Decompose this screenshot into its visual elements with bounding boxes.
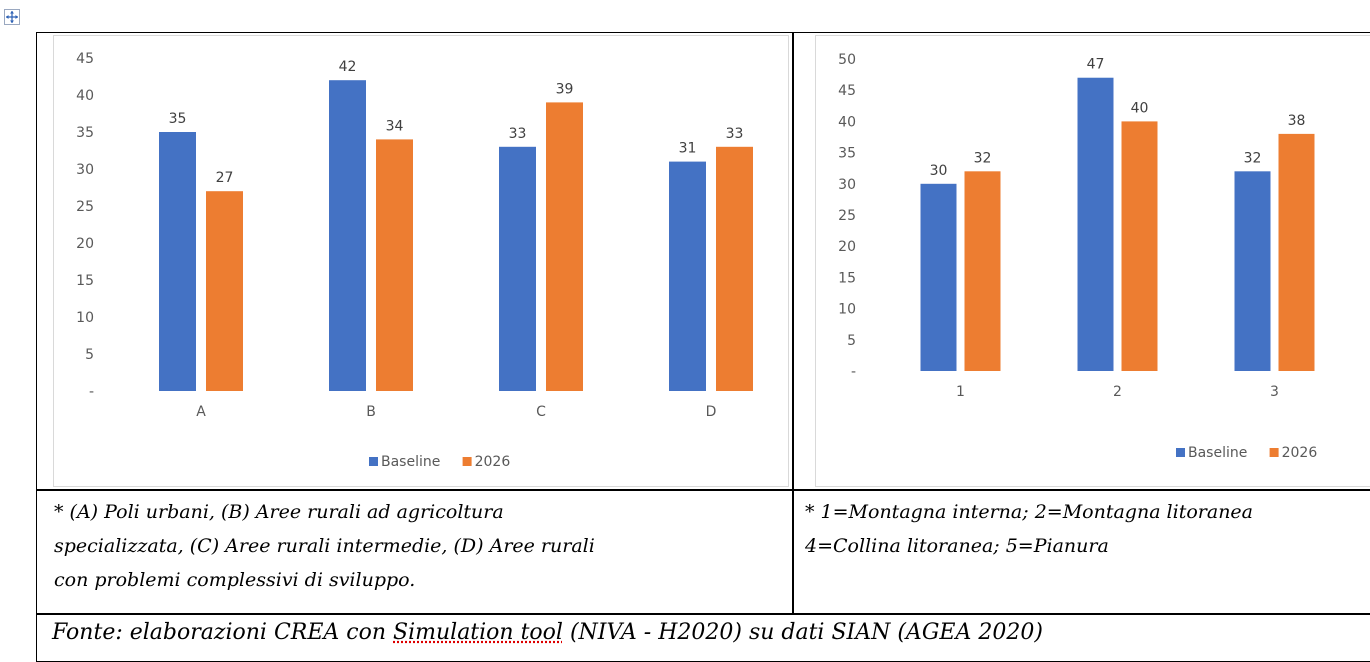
chart-left-bar-2026 — [716, 146, 753, 391]
chart-left-ytick-label: 20 — [76, 236, 94, 252]
chart-right-ytick-label: 10 — [838, 302, 856, 318]
chart-left-bar-baseline — [499, 146, 536, 391]
chart-left-legend-swatch-baseline — [369, 457, 378, 466]
chart-right-svg: - 5 10 15 20 25 30 35 40 45 50 1 30 32 2 47 40 3 32 38 Basel… — [838, 52, 1318, 461]
chart-right-data-label: 38 — [1288, 113, 1306, 129]
chart-right-bar-2026 — [1121, 121, 1158, 372]
chart-left-svg: - 5 10 15 20 25 30 35 40 45 A 35 27 B 42 34 C 33 39 D 31 33 Ba… — [76, 51, 753, 470]
chart-left-category-label: A — [196, 404, 206, 420]
chart-right-bar-2026 — [964, 171, 1001, 371]
table-divider-vertical — [792, 33, 794, 613]
chart-left-bar-baseline — [159, 132, 196, 391]
chart-left-ytick-label: - — [89, 384, 94, 400]
chart-right-legend-label-baseline: Baseline — [1188, 445, 1247, 461]
chart-right-data-label: 47 — [1087, 57, 1105, 73]
chart-left-data-label: 35 — [169, 111, 187, 127]
chart-right-legend-swatch-2026 — [1269, 448, 1279, 457]
chart-right-ytick-label: 15 — [838, 270, 856, 286]
chart-left-bar-2026 — [376, 139, 413, 391]
chart-right-category-label: 2 — [1113, 384, 1122, 400]
chart-right-legend-label-2026: 2026 — [1282, 445, 1318, 461]
chart-left-ytick-label: 25 — [76, 199, 94, 215]
chart-left-bar-baseline — [669, 161, 706, 391]
chart-left-bar-2026 — [546, 102, 583, 392]
chart-right-ytick-label: 30 — [838, 177, 856, 193]
chart-left-ytick-label: 10 — [76, 310, 94, 326]
chart-right-ytick-label: 40 — [838, 114, 856, 130]
chart-left-category-label: D — [706, 404, 717, 420]
chart-left-data-label: 27 — [216, 170, 234, 186]
chart-right-ytick-label: - — [851, 364, 856, 380]
note-right: * 1=Montagna interna; 2=Montagna litoran… — [805, 495, 1253, 563]
chart-left: - 5 10 15 20 25 30 35 40 45 A 35 27 B 42 34 C 33 39 D 31 33 Ba… — [53, 35, 789, 487]
chart-right-category-label: 3 — [1270, 384, 1279, 400]
chart-left-ytick-label: 15 — [76, 273, 94, 289]
chart-right-ytick-label: 35 — [838, 146, 856, 162]
chart-left-bar-2026 — [206, 191, 243, 391]
chart-left-ytick-label: 35 — [76, 125, 94, 141]
chart-right-category-label: 1 — [956, 384, 965, 400]
chart-right-ytick-label: 5 — [847, 333, 856, 349]
chart-left-legend-label-2026: 2026 — [475, 454, 511, 470]
chart-left-ytick-label: 5 — [85, 347, 94, 363]
chart-right-ytick-label: 50 — [838, 52, 856, 68]
note-left-line-3: con problemi complessivi di sviluppo. — [54, 569, 416, 591]
table-divider-notes-source — [37, 613, 1370, 615]
chart-right-bar-baseline — [920, 183, 957, 371]
source-caption: Fonte: elaborazioni CREA con Simulation … — [52, 618, 1043, 648]
chart-right-bar-baseline — [1234, 171, 1271, 371]
chart-left-ytick-label: 45 — [76, 51, 94, 67]
chart-right-bar-baseline — [1077, 77, 1114, 371]
source-underlined: Simulation tool — [393, 620, 563, 645]
table-divider-charts-notes — [37, 489, 1370, 491]
chart-right-ytick-label: 45 — [838, 83, 856, 99]
chart-left-legend-label-baseline: Baseline — [381, 454, 440, 470]
chart-right: - 5 10 15 20 25 30 35 40 45 50 1 30 32 2 47 40 3 32 38 Basel… — [815, 35, 1370, 487]
chart-left-data-label: 34 — [386, 118, 404, 134]
chart-right-ytick-label: 20 — [838, 239, 856, 255]
chart-right-data-label: 32 — [974, 150, 992, 166]
note-left: * (A) Poli urbani, (B) Aree rurali ad ag… — [54, 495, 595, 597]
chart-left-data-label: 31 — [679, 141, 697, 157]
table-move-handle-icon[interactable] — [4, 9, 20, 25]
chart-left-data-label: 39 — [556, 81, 574, 97]
source-suffix: (NIVA - H2020) su dati SIAN (AGEA 2020) — [562, 620, 1043, 645]
chart-right-bar-2026 — [1278, 133, 1315, 371]
chart-left-legend-swatch-2026 — [462, 457, 472, 466]
chart-right-legend-swatch-baseline — [1176, 448, 1185, 457]
chart-left-category-label: B — [366, 404, 376, 420]
note-right-line-2: 4=Collina litoranea; 5=Pianura — [805, 535, 1109, 557]
chart-left-data-label: 33 — [726, 126, 744, 142]
chart-right-data-label: 40 — [1131, 100, 1149, 116]
chart-left-data-label: 42 — [339, 59, 357, 75]
chart-right-data-label: 30 — [930, 163, 948, 179]
note-left-line-1: * (A) Poli urbani, (B) Aree rurali ad ag… — [54, 501, 504, 523]
chart-right-ytick-label: 25 — [838, 208, 856, 224]
chart-left-category-label: C — [536, 404, 546, 420]
chart-left-bar-baseline — [329, 80, 366, 391]
note-right-line-1: * 1=Montagna interna; 2=Montagna litoran… — [805, 501, 1254, 523]
chart-left-ytick-label: 40 — [76, 88, 94, 104]
chart-left-data-label: 33 — [509, 126, 527, 142]
chart-right-data-label: 32 — [1244, 150, 1262, 166]
source-prefix: Fonte: elaborazioni CREA con — [52, 620, 394, 645]
note-left-line-2: specializzata, (C) Aree rurali intermedi… — [54, 535, 595, 557]
chart-left-ytick-label: 30 — [76, 162, 94, 178]
